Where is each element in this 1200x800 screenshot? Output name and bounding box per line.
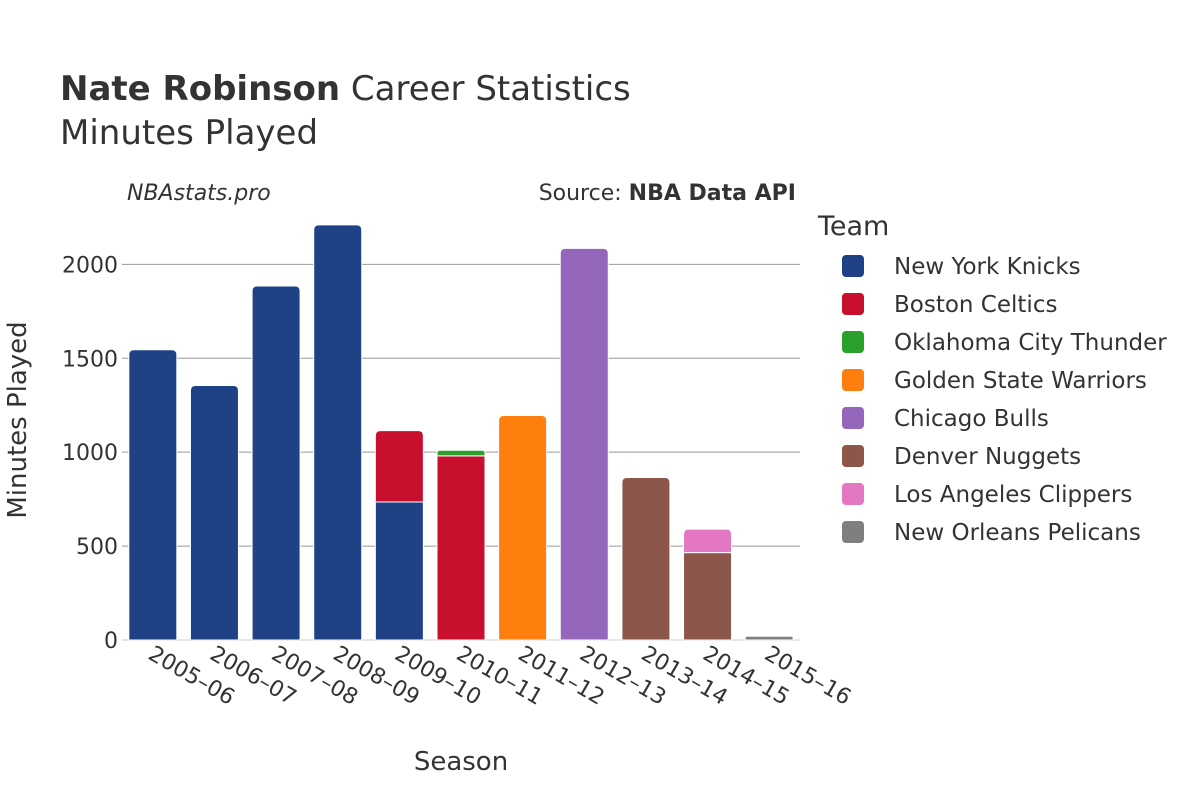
bar-2009–10-new-york-knicks <box>374 500 424 641</box>
legend-title: Team <box>817 211 889 242</box>
legend-swatch <box>842 407 864 429</box>
legend-label: Chicago Bulls <box>894 406 1049 432</box>
watermark: NBAstats.pro <box>127 181 271 206</box>
y-tick-label: 500 <box>76 535 118 560</box>
bar-2014–15-los-angeles-clippers <box>683 528 733 554</box>
bar-2009–10-boston-celtics <box>374 430 424 503</box>
legend-swatch <box>842 483 864 505</box>
x-axis-title: Season <box>414 747 508 777</box>
bar-2013–14-denver-nuggets <box>621 477 671 641</box>
y-tick-label: 2000 <box>62 253 118 278</box>
bar-2012–13-chicago-bulls <box>559 247 609 641</box>
legend: New York Knicks Boston Celtics Oklahoma Ci… <box>842 254 1167 546</box>
legend-swatch <box>842 331 864 353</box>
y-tick-label: 0 <box>104 629 118 654</box>
legend-swatch <box>842 293 864 315</box>
y-tick-label: 1500 <box>62 347 118 372</box>
legend-swatch <box>842 255 864 277</box>
bar-2010–11-boston-celtics <box>436 455 486 641</box>
bar-2014–15-denver-nuggets <box>683 552 733 641</box>
bar-2010–11-oklahoma-city-thunder <box>436 449 486 457</box>
bar-2007–08-new-york-knicks <box>251 285 301 641</box>
title-rest: Career Statistics <box>340 69 631 109</box>
x-tick-labels: 2005–062006–072007–082008–092009–102010–… <box>144 642 855 711</box>
legend-label: Oklahoma City Thunder <box>894 330 1167 356</box>
legend-swatch <box>842 445 864 467</box>
title-player: Nate Robinson <box>60 69 340 109</box>
legend-label: New York Knicks <box>894 254 1081 280</box>
bar-2015–16-new-orleans-pelicans <box>744 635 794 641</box>
source-prefix: Source: <box>539 181 629 206</box>
bar-2006–07-new-york-knicks <box>189 384 239 641</box>
source-label: Source: NBA Data API <box>539 181 796 206</box>
bars <box>128 224 794 641</box>
legend-label: New Orleans Pelicans <box>894 520 1141 546</box>
legend-label: Boston Celtics <box>894 292 1057 318</box>
y-axis-title: Minutes Played <box>3 321 33 518</box>
legend-label: Denver Nuggets <box>894 444 1081 470</box>
chart-subtitle: Minutes Played <box>60 113 318 153</box>
bar-2005–06-new-york-knicks <box>128 349 178 641</box>
legend-swatch <box>842 521 864 543</box>
source-name: NBA Data API <box>629 181 796 206</box>
y-tick-label: 1000 <box>62 441 118 466</box>
chart-title: Nate Robinson Career Statistics <box>60 69 631 109</box>
legend-label: Golden State Warriors <box>894 368 1147 394</box>
legend-label: Los Angeles Clippers <box>894 482 1132 508</box>
y-tick-labels: 0 500 1000 1500 2000 <box>62 253 118 654</box>
bar-2011–12-golden-state-warriors <box>498 415 548 641</box>
bar-2008–09-new-york-knicks <box>313 224 363 641</box>
legend-swatch <box>842 369 864 391</box>
